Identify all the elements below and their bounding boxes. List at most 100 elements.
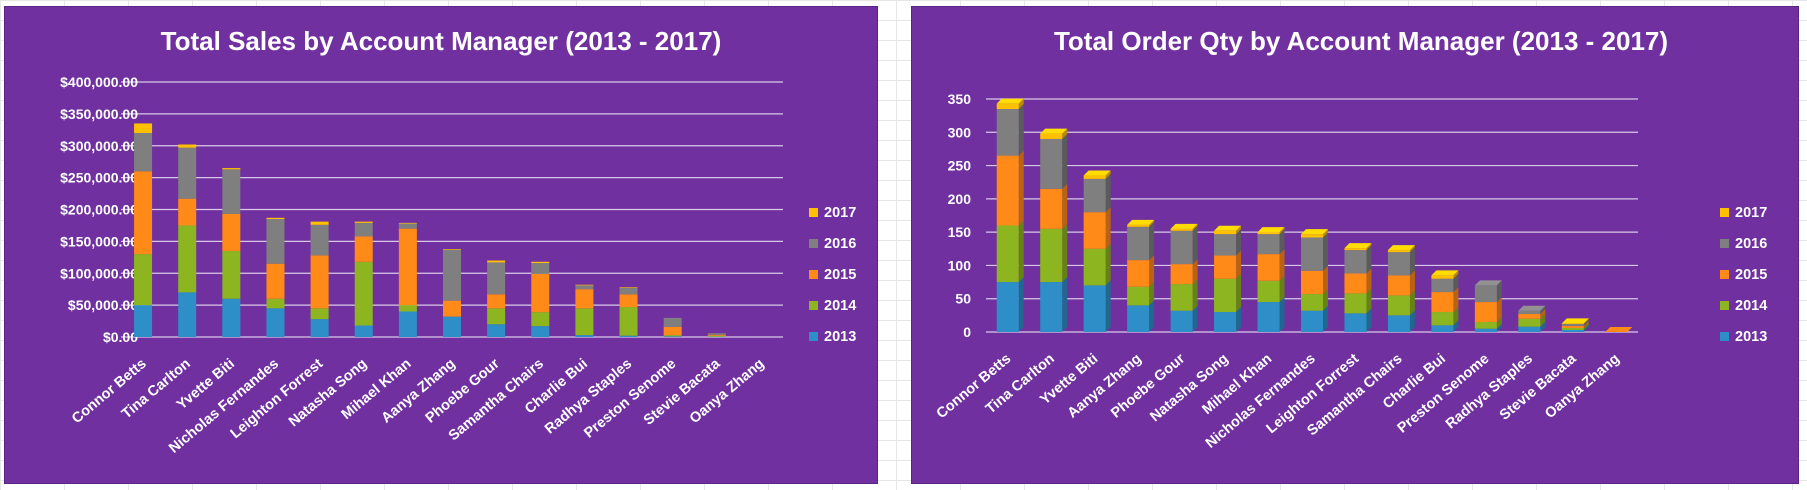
bar-natasha-song-2017 [1214, 230, 1237, 235]
bar-phoebe-gour-2017 [487, 260, 506, 263]
bar-side-charlie-bui-2015 [1453, 287, 1459, 313]
bar-side-nicholas-fernandes-2014 [1323, 289, 1328, 311]
legend-label-2016: 2016 [824, 236, 856, 252]
legend-swatch-2015 [1720, 270, 1729, 279]
bar-side-nicholas-fernandes-2015 [1323, 265, 1328, 295]
bar-side-preston-senome-2015 [1496, 297, 1502, 323]
y-tick-label: 300 [948, 124, 972, 140]
bar-natasha-song-2014 [1214, 278, 1237, 313]
bar-side-stevie-bacata-2015 [1583, 321, 1589, 329]
bar-stevie-bacata-2015 [707, 334, 726, 336]
bar-side-mihael-khan-2017 [1279, 227, 1285, 235]
bar-nicholas-fernandes-2013 [1301, 310, 1323, 332]
bar-side-stevie-bacata-2016 [1583, 319, 1589, 327]
y-tick-label: $350,000.00 [60, 106, 138, 122]
bar-nicholas-fernandes-2014 [266, 298, 285, 309]
bar-charlie-bui-2014 [1431, 312, 1454, 326]
bar-side-natasha-song-2015 [1236, 250, 1242, 279]
bar-radhya-staples-2013 [619, 335, 638, 337]
bar-top-yvette-biti [1083, 170, 1111, 176]
bar-phoebe-gour-2015 [1170, 264, 1193, 285]
bar-side-stevie-bacata-2017 [1583, 318, 1589, 325]
qty-chart-panel[interactable]: Total Order Qty by Account Manager (2013… [911, 6, 1799, 484]
category-label: Natasha Song [286, 356, 370, 430]
bar-tina-carlton-2017 [178, 144, 197, 148]
bar-side-radhya-staples-2014 [1540, 313, 1546, 327]
bar-charlie-bui-2017 [1431, 275, 1454, 279]
legend-label-2017: 2017 [824, 205, 856, 221]
bar-mihael-khan-2016 [398, 223, 417, 229]
y-tick-label: $250,000.00 [60, 170, 138, 186]
bar-side-radhya-staples-2013 [1540, 321, 1546, 332]
bar-side-phoebe-gour-2014 [1192, 279, 1198, 311]
bar-nicholas-fernandes-2013 [266, 308, 285, 337]
bar-side-natasha-song-2013 [1236, 307, 1242, 332]
bar-samantha-chairs-2013 [1387, 315, 1410, 332]
legend-swatch-2016 [1720, 239, 1729, 248]
bar-side-leighton-forrest-2017 [1366, 243, 1372, 251]
bar-mihael-khan-2017 [1257, 232, 1280, 235]
bar-side-preston-senome-2014 [1496, 317, 1502, 329]
bar-connor-betts-2016 [996, 108, 1019, 156]
bar-side-mihael-khan-2013 [1279, 297, 1285, 332]
legend-label-2015: 2015 [824, 267, 856, 283]
bar-leighton-forrest-2014 [310, 308, 329, 320]
bar-side-nicholas-fernandes-2016 [1323, 232, 1328, 271]
bar-phoebe-gour-2013 [1170, 310, 1193, 332]
bar-samantha-chairs-2015 [531, 273, 550, 313]
bar-preston-senome-2015 [1474, 302, 1497, 323]
y-tick-label: $400,000.00 [60, 74, 138, 90]
bar-side-samantha-chairs-2014 [1409, 290, 1415, 316]
bar-yvette-biti-2013 [1083, 285, 1106, 332]
bar-tina-carlton-2016 [1040, 138, 1063, 189]
bar-natasha-song-2015 [354, 236, 373, 262]
bar-aanya-zhang-2017 [1127, 224, 1150, 227]
sales-chart-panel[interactable]: Total Sales by Account Manager (2013 - 2… [4, 6, 878, 484]
y-tick-label: $0.00 [103, 329, 138, 345]
bar-side-samantha-chairs-2017 [1409, 245, 1415, 253]
bar-top-leighton-forrest [1344, 243, 1372, 249]
qty-chart-svg: Total Order Qty by Account Manager (2013… [934, 26, 1768, 452]
bar-side-charlie-bui-2014 [1453, 307, 1459, 326]
bar-nicholas-fernandes-2015 [266, 263, 285, 299]
bar-nicholas-fernandes-2017 [266, 217, 285, 220]
bar-top-connor-betts [996, 98, 1024, 104]
bar-stevie-bacata-2014 [1561, 328, 1584, 331]
bar-stevie-bacata-2014 [707, 335, 726, 337]
bar-top-preston-senome [1474, 280, 1502, 286]
bar-radhya-staples-2014 [1518, 318, 1541, 327]
bar-leighton-forrest-2017 [1344, 248, 1367, 251]
bar-natasha-song-2016 [354, 222, 373, 237]
bar-samantha-chairs-2013 [531, 326, 550, 337]
bar-side-yvette-biti-2014 [1105, 243, 1111, 286]
bar-natasha-song-2017 [354, 221, 373, 223]
bar-preston-senome-2014 [663, 335, 682, 337]
bar-phoebe-gour-2016 [487, 262, 506, 295]
bar-yvette-biti-2017 [222, 168, 241, 170]
bar-side-preston-senome-2016 [1496, 280, 1502, 303]
legend-swatch-2014 [1720, 301, 1729, 310]
bar-yvette-biti-2013 [222, 298, 241, 337]
bar-connor-betts-2015 [134, 171, 153, 255]
category-label: Aanya Zhang [1065, 351, 1145, 422]
bar-connor-betts-2013 [134, 305, 153, 337]
bar-nicholas-fernandes-2017 [1301, 234, 1323, 238]
bar-tina-carlton-2017 [1040, 133, 1063, 139]
bar-connor-betts-2017 [134, 123, 153, 133]
bar-top-natasha-song [1214, 225, 1242, 231]
y-tick-label: 200 [948, 191, 972, 207]
bar-side-natasha-song-2017 [1236, 225, 1242, 235]
bar-nicholas-fernandes-2016 [1301, 237, 1323, 271]
bar-natasha-song-2016 [1214, 234, 1237, 256]
bar-phoebe-gour-2016 [1170, 230, 1193, 265]
y-tick-label: $100,000.00 [60, 265, 138, 281]
bar-side-natasha-song-2014 [1236, 273, 1242, 313]
bar-stevie-bacata-2016 [1561, 324, 1584, 327]
bar-samantha-chairs-2017 [531, 261, 550, 264]
bar-side-samantha-chairs-2013 [1409, 310, 1415, 332]
bar-top-charlie-bui [1431, 270, 1459, 276]
bar-aanya-zhang-2015 [443, 300, 461, 317]
chart-title: Total Sales by Account Manager (2013 - 2… [161, 26, 722, 56]
bar-mihael-khan-2013 [1257, 302, 1280, 332]
bar-side-yvette-biti-2016 [1105, 173, 1111, 213]
